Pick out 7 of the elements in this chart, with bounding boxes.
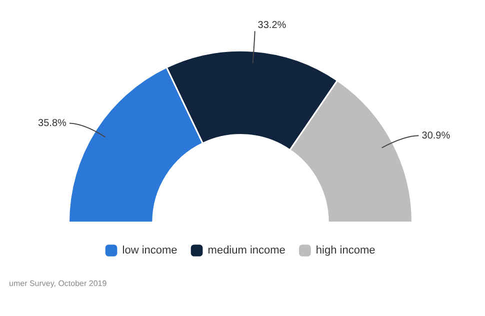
- data-label: 35.8%: [38, 118, 67, 129]
- data-label: 33.2%: [258, 20, 286, 31]
- legend-label: high income: [316, 244, 376, 257]
- legend-label: low income: [122, 244, 178, 257]
- text: umer Survey, October 2019: [9, 279, 108, 288]
- legend-label: medium income: [208, 244, 286, 257]
- data-label: 30.9%: [422, 130, 450, 142]
